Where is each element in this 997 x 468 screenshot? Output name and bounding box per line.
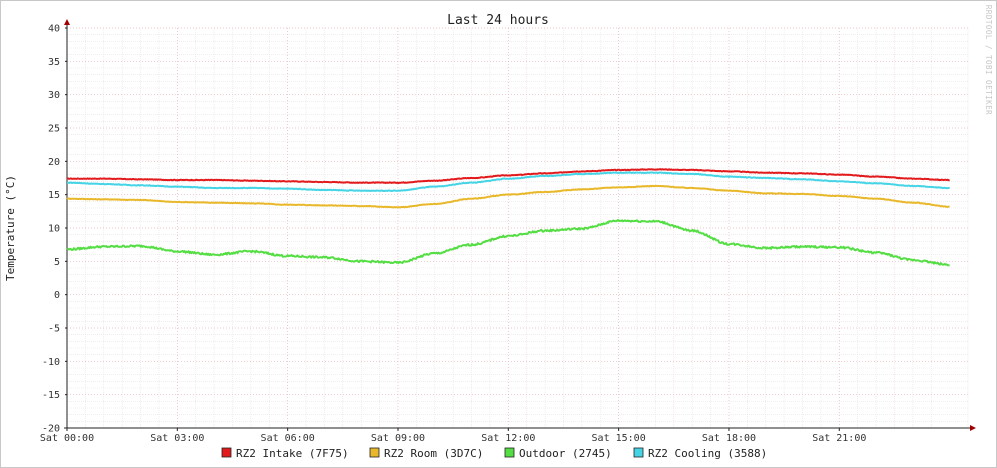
legend-label: RZ2 Cooling (3588) bbox=[648, 447, 767, 460]
series-lines bbox=[66, 168, 950, 267]
y-axis-arrow bbox=[64, 19, 70, 25]
x-tick-label: Sat 12:00 bbox=[481, 433, 535, 444]
y-axis-label: Temperature (°C) bbox=[4, 175, 17, 281]
y-tick-label: 25 bbox=[48, 124, 60, 135]
chart-title: Last 24 hours bbox=[447, 13, 549, 28]
rrdtool-watermark: RRDTOOL / TOBI OETIKER bbox=[984, 5, 993, 115]
y-tick-label: 5 bbox=[54, 257, 60, 268]
series-line bbox=[67, 171, 950, 192]
legend-swatch bbox=[221, 447, 232, 458]
x-tick-labels: Sat 00:00 Sat 03:00 Sat 06:00 Sat 09:00 Sat … bbox=[40, 428, 866, 444]
x-tick-label: Sat 18:00 bbox=[702, 433, 756, 444]
legend-label: RZ2 Intake (7F75) bbox=[236, 447, 349, 460]
legend-swatch bbox=[504, 447, 515, 458]
y-tick-labels: 40 35 30 25 20 15 10 5 0 -5 -10 -15 -20 bbox=[42, 24, 67, 435]
y-tick-label: 35 bbox=[48, 57, 60, 68]
x-tick-label: Sat 06:00 bbox=[261, 433, 315, 444]
y-tick-label: 30 bbox=[48, 90, 60, 101]
x-tick-label: Sat 03:00 bbox=[150, 433, 204, 444]
y-tick-label: 10 bbox=[48, 224, 60, 235]
legend-swatch bbox=[369, 447, 380, 458]
axes bbox=[64, 19, 976, 431]
y-tick-label: 0 bbox=[54, 290, 60, 301]
y-tick-label: 15 bbox=[48, 190, 60, 201]
x-tick-label: Sat 15:00 bbox=[592, 433, 646, 444]
series-line bbox=[67, 168, 950, 184]
y-tick-label: -15 bbox=[42, 390, 60, 401]
x-tick-label: Sat 21:00 bbox=[812, 433, 866, 444]
y-tick-label: -10 bbox=[42, 357, 60, 368]
legend-swatch bbox=[633, 447, 644, 458]
x-axis-arrow bbox=[970, 425, 976, 431]
x-tick-label: Sat 09:00 bbox=[371, 433, 425, 444]
legend-label: Outdoor (2745) bbox=[519, 447, 612, 460]
series-line bbox=[66, 184, 950, 209]
y-tick-label: 40 bbox=[48, 24, 60, 35]
legend-label: RZ2 Room (3D7C) bbox=[384, 447, 483, 460]
x-tick-label: Sat 00:00 bbox=[40, 433, 94, 444]
y-tick-label: -5 bbox=[48, 324, 60, 335]
y-tick-label: -20 bbox=[42, 424, 60, 435]
legend: RZ2 Intake (7F75) RZ2 Room (3D7C) Outdoor … bbox=[221, 447, 767, 460]
y-tick-label: 20 bbox=[48, 157, 60, 168]
series-line bbox=[66, 219, 950, 267]
